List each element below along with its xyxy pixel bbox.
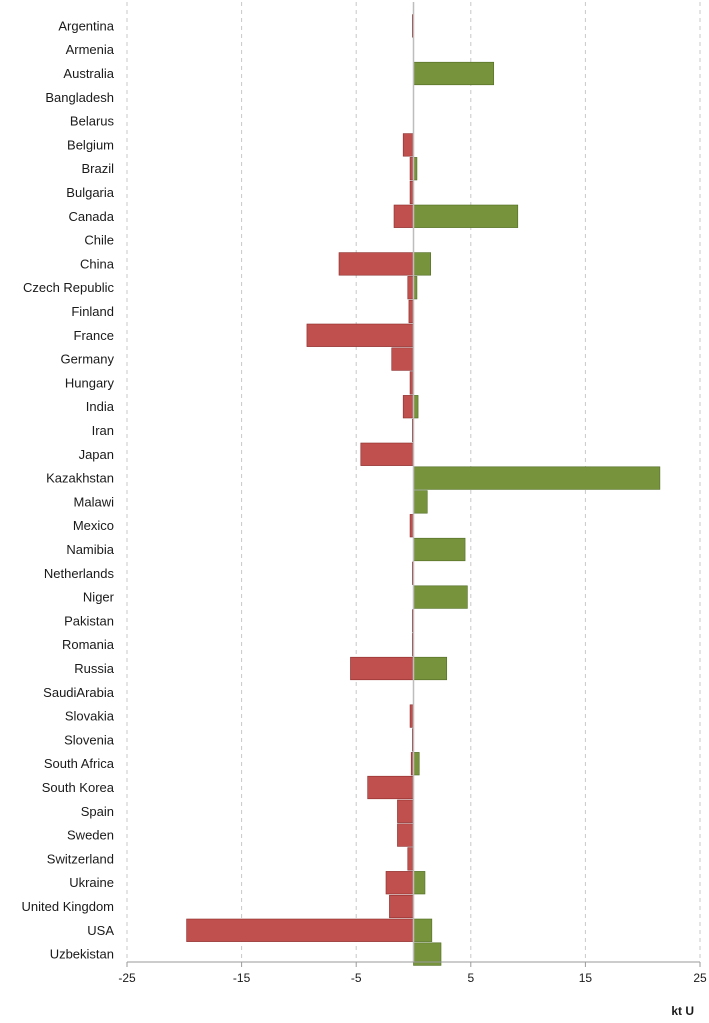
category-label: United Kingdom <box>22 899 115 914</box>
category-label: China <box>80 256 115 271</box>
category-label: Australia <box>63 66 114 81</box>
category-label: Slovakia <box>65 709 115 724</box>
category-label: Brazil <box>81 161 114 176</box>
bar-malawi-s2 <box>413 490 428 514</box>
category-labels: Argentina Armenia Australia Bangladesh Belar… <box>22 18 115 961</box>
bar-south-africa-s2 <box>413 752 420 776</box>
bar-canada-s1 <box>393 204 414 228</box>
bar-spain-s1 <box>397 799 414 823</box>
category-label: Argentina <box>58 18 114 33</box>
bar-niger-s2 <box>413 585 468 609</box>
category-label: Sweden <box>67 828 114 843</box>
x-tick-label: 5 <box>467 971 474 985</box>
bar-russia-s1 <box>350 656 414 681</box>
category-label: South Africa <box>44 756 115 771</box>
category-label: Finland <box>71 304 114 319</box>
bar-czech-republic-s1 <box>407 276 414 300</box>
category-label: Malawi <box>74 494 115 509</box>
category-label: Slovenia <box>64 732 115 747</box>
category-label: Netherlands <box>44 566 115 581</box>
category-label: Canada <box>68 209 114 224</box>
category-label: SaudiArabia <box>43 685 115 700</box>
bar-south-korea-s1 <box>367 775 414 800</box>
x-axis-label: kt U <box>671 1004 694 1018</box>
bars <box>186 14 661 966</box>
bar-namibia-s2 <box>413 537 466 562</box>
category-label: USA <box>87 923 114 938</box>
category-label: Switzerland <box>47 851 114 866</box>
category-label: Bulgaria <box>66 185 114 200</box>
bar-france-s1 <box>306 323 414 347</box>
x-tick-labels: -25 -15 -5 5 15 25 <box>118 962 707 985</box>
bar-china-s2 <box>413 252 431 276</box>
category-label: Belarus <box>70 114 115 129</box>
category-label: Japan <box>79 447 114 462</box>
category-label: Kazakhstan <box>46 471 114 486</box>
category-label: Bangladesh <box>45 90 114 105</box>
bar-china-s1 <box>338 252 414 276</box>
bar-russia-s2 <box>413 656 448 681</box>
category-label: Armenia <box>66 42 115 57</box>
category-label: Niger <box>83 590 115 605</box>
category-label: Namibia <box>66 542 114 557</box>
bar-switzerland-s1 <box>407 847 414 871</box>
bar-sweden-s1 <box>397 823 414 847</box>
bar-canada-s2 <box>413 204 519 228</box>
bar-india-s1 <box>402 395 414 419</box>
category-label: Ukraine <box>69 875 114 890</box>
category-label: South Korea <box>42 780 115 795</box>
x-tick-label: 25 <box>693 971 707 985</box>
bar-ukraine-s2 <box>413 871 426 895</box>
bar-kazakhstan-s2 <box>413 466 661 490</box>
category-label: Hungary <box>65 375 115 390</box>
bar-australia-s2 <box>413 61 495 86</box>
bar-germany-s1 <box>391 347 414 371</box>
x-tick-label: -5 <box>351 971 362 985</box>
bar-usa-s2 <box>413 918 433 942</box>
x-tick-label: -15 <box>233 971 251 985</box>
bar-united-kingdom-s1 <box>389 894 414 919</box>
category-label: Uzbekistan <box>50 947 114 962</box>
category-label: Romania <box>62 637 115 652</box>
bar-japan-s1 <box>360 442 414 466</box>
category-label: India <box>86 399 115 414</box>
x-tick-label: -25 <box>118 971 136 985</box>
category-label: Iran <box>92 423 114 438</box>
category-label: Chile <box>84 233 114 248</box>
bar-usa-s1 <box>186 918 414 942</box>
category-label: Mexico <box>73 518 114 533</box>
category-label: Germany <box>61 352 115 367</box>
category-label: Spain <box>81 804 114 819</box>
category-label: Pakistan <box>64 613 114 628</box>
category-label: Belgium <box>67 137 114 152</box>
bar-ukraine-s1 <box>385 871 414 895</box>
bar-belgium-s1 <box>402 133 414 157</box>
x-tick-label: 15 <box>579 971 593 985</box>
category-label: Russia <box>74 661 115 676</box>
category-label: France <box>74 328 114 343</box>
category-label: Czech Republic <box>23 280 115 295</box>
